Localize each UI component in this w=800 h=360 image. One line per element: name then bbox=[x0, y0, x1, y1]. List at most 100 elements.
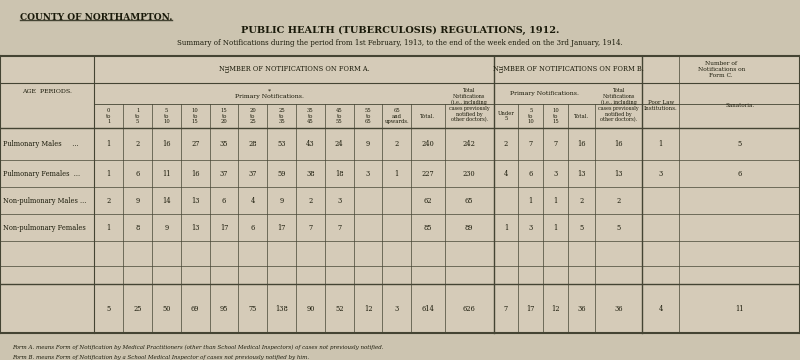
Text: 35
to
45: 35 to 45 bbox=[307, 108, 314, 125]
Text: AGE  PERIODS.: AGE PERIODS. bbox=[22, 89, 72, 94]
Text: 95: 95 bbox=[220, 305, 228, 313]
Text: Non-pulmonary Females: Non-pulmonary Females bbox=[3, 224, 86, 232]
Text: 17: 17 bbox=[220, 224, 228, 232]
Text: 240: 240 bbox=[422, 140, 434, 148]
Text: 50: 50 bbox=[162, 305, 170, 313]
Text: 1: 1 bbox=[554, 224, 558, 232]
Text: 65: 65 bbox=[465, 197, 474, 205]
Text: 7: 7 bbox=[504, 305, 508, 313]
Text: 9: 9 bbox=[279, 197, 284, 205]
Text: 7: 7 bbox=[308, 224, 313, 232]
Text: 13: 13 bbox=[578, 170, 586, 178]
Text: 85: 85 bbox=[424, 224, 432, 232]
Text: 14: 14 bbox=[162, 197, 170, 205]
Text: NᴟMBER OF NOTIFICATIONS ON FORM B.: NᴟMBER OF NOTIFICATIONS ON FORM B. bbox=[493, 65, 643, 73]
Text: 1: 1 bbox=[106, 224, 111, 232]
Text: 15
to
20: 15 to 20 bbox=[221, 108, 227, 125]
Text: 626: 626 bbox=[463, 305, 475, 313]
Text: 227: 227 bbox=[422, 170, 434, 178]
Text: *
Primary Notifications.: * Primary Notifications. bbox=[235, 88, 304, 99]
Text: 53: 53 bbox=[278, 140, 286, 148]
Text: 3: 3 bbox=[366, 170, 370, 178]
Text: 242: 242 bbox=[462, 140, 476, 148]
Text: 4: 4 bbox=[250, 197, 255, 205]
Text: 69: 69 bbox=[191, 305, 199, 313]
Text: 6: 6 bbox=[529, 170, 533, 178]
Text: Sanatoria.: Sanatoria. bbox=[725, 103, 754, 108]
Text: Primary Notifications.: Primary Notifications. bbox=[510, 91, 579, 96]
Text: 8: 8 bbox=[135, 224, 140, 232]
Text: 1: 1 bbox=[658, 140, 663, 148]
Text: 4: 4 bbox=[504, 170, 508, 178]
Text: 52: 52 bbox=[335, 305, 343, 313]
Text: Total.: Total. bbox=[574, 114, 589, 118]
Text: 90: 90 bbox=[306, 305, 314, 313]
Text: 6: 6 bbox=[250, 224, 255, 232]
Text: 9: 9 bbox=[135, 197, 140, 205]
Text: 9: 9 bbox=[366, 140, 370, 148]
Bar bbox=[0, 56, 800, 333]
Text: 3: 3 bbox=[337, 197, 342, 205]
Text: Number of
Notifications on
Form C.: Number of Notifications on Form C. bbox=[698, 61, 745, 78]
Text: 1: 1 bbox=[504, 224, 508, 232]
Text: 4: 4 bbox=[658, 305, 663, 313]
Text: 1: 1 bbox=[554, 197, 558, 205]
Text: 1: 1 bbox=[106, 170, 111, 178]
Text: 5: 5 bbox=[579, 224, 584, 232]
Text: 2: 2 bbox=[135, 140, 140, 148]
Text: 2: 2 bbox=[106, 197, 111, 205]
Text: 28: 28 bbox=[249, 140, 257, 148]
Text: 2: 2 bbox=[617, 197, 621, 205]
Text: Non-pulmonary Males ...: Non-pulmonary Males ... bbox=[3, 197, 86, 205]
Text: Poor Law
Institutions.: Poor Law Institutions. bbox=[644, 100, 678, 111]
Text: 2: 2 bbox=[394, 140, 399, 148]
Text: 0
to
1: 0 to 1 bbox=[106, 108, 111, 125]
Text: 1
to
5: 1 to 5 bbox=[135, 108, 140, 125]
Text: 45
to
55: 45 to 55 bbox=[336, 108, 342, 125]
Text: 13: 13 bbox=[191, 197, 199, 205]
Text: 16: 16 bbox=[578, 140, 586, 148]
Text: 3: 3 bbox=[529, 224, 533, 232]
Text: Form A. means Form of Notification by Medical Practitioners (other than School M: Form A. means Form of Notification by Me… bbox=[12, 345, 383, 350]
Text: 36: 36 bbox=[578, 305, 586, 313]
Text: 5: 5 bbox=[106, 305, 111, 313]
Text: 25
to
35: 25 to 35 bbox=[278, 108, 285, 125]
Text: 614: 614 bbox=[422, 305, 434, 313]
Text: 7: 7 bbox=[337, 224, 342, 232]
Text: 9: 9 bbox=[164, 224, 169, 232]
Text: 1: 1 bbox=[106, 140, 111, 148]
Text: 13: 13 bbox=[614, 170, 623, 178]
Text: 89: 89 bbox=[465, 224, 474, 232]
Text: 43: 43 bbox=[306, 140, 314, 148]
Text: 5
to
10: 5 to 10 bbox=[527, 108, 534, 125]
Text: COUNTY OF NORTHAMPTON.: COUNTY OF NORTHAMPTON. bbox=[20, 13, 173, 22]
Text: 27: 27 bbox=[191, 140, 199, 148]
Text: 3: 3 bbox=[394, 305, 399, 313]
Text: 55
to
65: 55 to 65 bbox=[365, 108, 371, 125]
Text: 37: 37 bbox=[249, 170, 257, 178]
Text: 3: 3 bbox=[658, 170, 663, 178]
Text: Summary of Notifications during the period from 1st February, 1913, to the end o: Summary of Notifications during the peri… bbox=[177, 39, 623, 46]
Text: 3: 3 bbox=[554, 170, 558, 178]
Text: 10
to
15: 10 to 15 bbox=[552, 108, 559, 125]
Text: 37: 37 bbox=[220, 170, 228, 178]
Text: Total
Notifications
(i.e., including
cases previously
notified by
other doctors): Total Notifications (i.e., including cas… bbox=[598, 88, 639, 122]
Text: Form B. means Form of Notification by a School Medical Inspector of cases not pr: Form B. means Form of Notification by a … bbox=[12, 355, 309, 360]
Text: Pulmonary Males     ...: Pulmonary Males ... bbox=[3, 140, 79, 148]
Text: 25: 25 bbox=[134, 305, 142, 313]
Text: 65
and
upwards.: 65 and upwards. bbox=[385, 108, 409, 125]
Text: 6: 6 bbox=[222, 197, 226, 205]
Text: 59: 59 bbox=[278, 170, 286, 178]
Text: 12: 12 bbox=[364, 305, 372, 313]
Text: 2: 2 bbox=[579, 197, 584, 205]
Text: 16: 16 bbox=[162, 140, 170, 148]
Text: NᴟMBER OF NOTIFICATIONS ON FORM A.: NᴟMBER OF NOTIFICATIONS ON FORM A. bbox=[218, 65, 370, 73]
Text: 16: 16 bbox=[614, 140, 623, 148]
Text: 5: 5 bbox=[617, 224, 621, 232]
Text: 5
to
10: 5 to 10 bbox=[163, 108, 170, 125]
Text: 6: 6 bbox=[135, 170, 140, 178]
Text: 36: 36 bbox=[614, 305, 623, 313]
Text: 17: 17 bbox=[526, 305, 535, 313]
Text: Pulmonary Females  ...: Pulmonary Females ... bbox=[3, 170, 80, 178]
Text: 2: 2 bbox=[308, 197, 313, 205]
